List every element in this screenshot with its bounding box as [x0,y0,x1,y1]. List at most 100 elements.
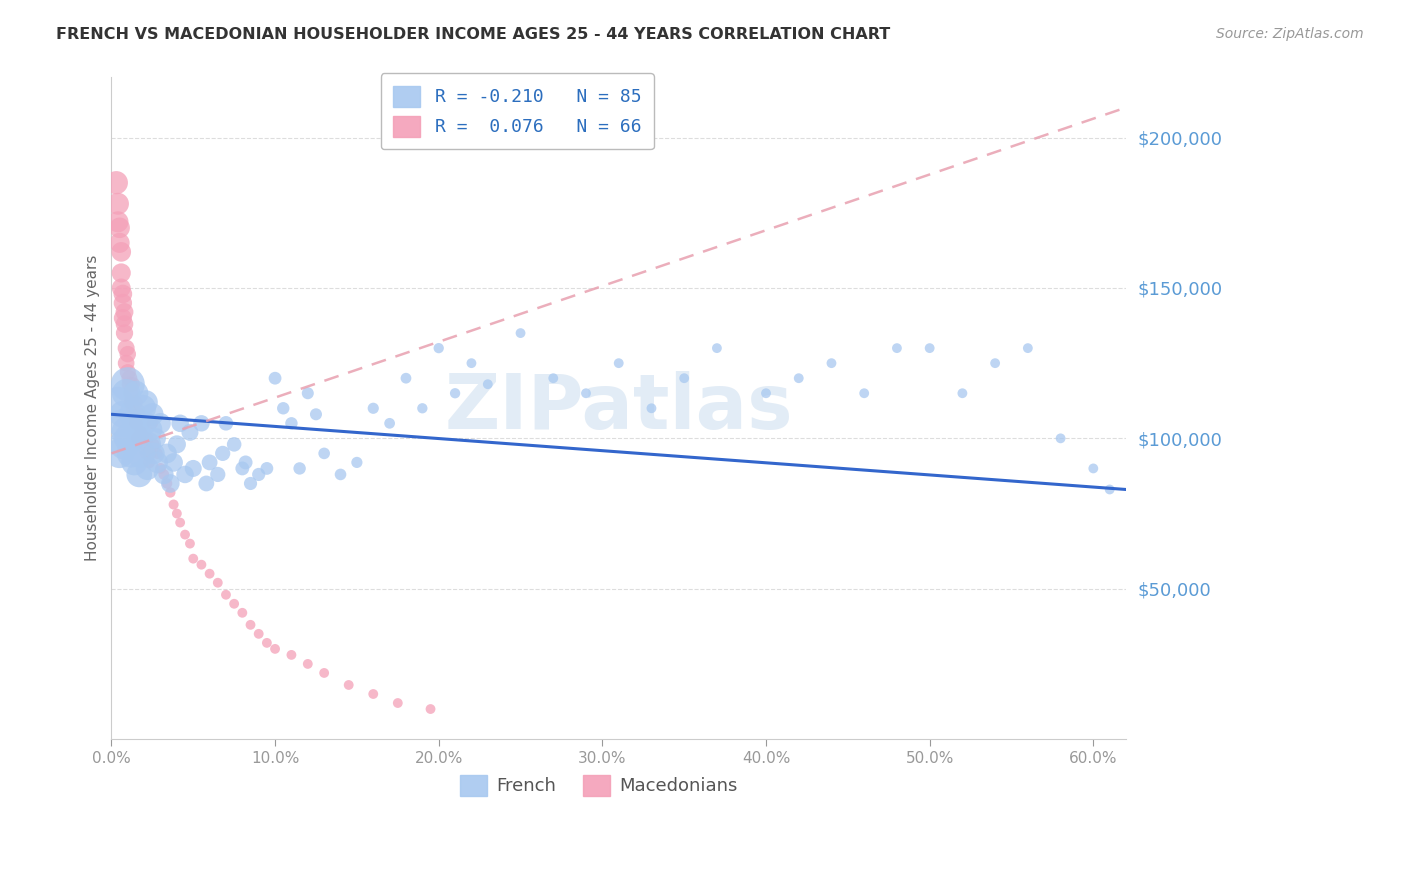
Point [395,371,418,385]
Point [207,467,229,482]
Point [224,597,246,611]
Point [107,395,129,409]
Point [575,386,598,401]
Point [329,467,352,482]
Point [127,431,149,445]
Legend: French, Macedonians: French, Macedonians [453,768,744,803]
Point [159,476,181,491]
Point [607,356,630,370]
Point [135,395,157,409]
Point [215,588,238,602]
Point [361,687,384,701]
Point [149,417,172,431]
Point [125,386,148,401]
Point [120,446,142,460]
Point [125,395,148,409]
Point [131,431,153,445]
Point [105,176,128,190]
Point [108,235,131,250]
Point [125,417,148,431]
Point [152,467,174,482]
Point [640,401,662,416]
Y-axis label: Householder Income Ages 25 - 44 years: Householder Income Ages 25 - 44 years [86,255,100,561]
Point [108,220,131,235]
Point [853,386,876,401]
Point [121,377,143,392]
Point [131,401,153,416]
Point [314,665,336,680]
Point [129,446,152,460]
Point [118,371,141,385]
Point [271,401,294,416]
Point [198,455,221,469]
Point [1049,431,1071,445]
Point [247,627,270,641]
Point [231,606,253,620]
Point [146,446,169,460]
Point [207,575,229,590]
Text: FRENCH VS MACEDONIAN HOUSEHOLDER INCOME AGES 25 - 44 YEARS CORRELATION CHART: FRENCH VS MACEDONIAN HOUSEHOLDER INCOME … [56,27,890,42]
Point [120,395,142,409]
Point [143,446,166,460]
Point [378,417,401,431]
Point [706,341,728,355]
Point [190,558,212,572]
Point [169,516,191,530]
Point [121,401,143,416]
Point [117,425,139,440]
Point [141,417,163,431]
Point [198,566,221,581]
Point [128,407,150,421]
Point [787,371,810,385]
Point [288,461,311,475]
Point [337,678,360,692]
Point [146,455,169,469]
Point [108,446,131,460]
Point [141,407,163,421]
Point [179,536,201,550]
Point [139,446,162,460]
Point [346,455,368,469]
Point [280,417,302,431]
Point [195,476,218,491]
Point [477,377,499,392]
Point [107,215,129,229]
Point [1083,461,1105,475]
Text: ZIPatlas: ZIPatlas [444,371,793,445]
Point [984,356,1007,370]
Point [115,341,138,355]
Point [111,296,134,310]
Point [169,417,191,431]
Point [114,305,136,319]
Point [444,386,467,401]
Point [110,244,132,259]
Point [129,425,152,440]
Point [264,371,287,385]
Point [361,401,384,416]
Point [181,461,204,475]
Point [115,356,138,370]
Point [136,431,159,445]
Point [111,407,134,421]
Point [1017,341,1039,355]
Point [115,386,138,401]
Point [136,461,159,475]
Point [239,617,262,632]
Point [387,696,409,710]
Point [509,326,531,340]
Point [117,377,139,392]
Point [256,461,278,475]
Point [138,455,160,469]
Point [107,196,129,211]
Point [179,425,201,440]
Point [135,446,157,460]
Point [134,417,156,431]
Point [114,317,136,331]
Point [145,431,167,445]
Point [156,476,179,491]
Point [264,641,287,656]
Point [156,446,179,460]
Point [280,648,302,662]
Point [673,371,696,385]
Point [411,401,433,416]
